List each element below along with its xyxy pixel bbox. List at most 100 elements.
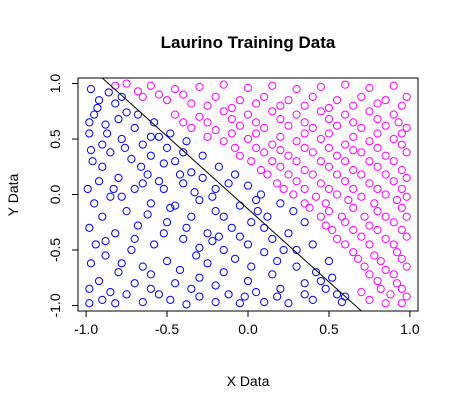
- scatter-point: [276, 146, 285, 155]
- scatter-point: [101, 251, 110, 260]
- scatter-point: [117, 259, 126, 268]
- scatter-point: [260, 248, 269, 257]
- scatter-point: [211, 126, 220, 135]
- scatter-point: [230, 170, 240, 179]
- scatter-point: [150, 240, 159, 249]
- scatter-point: [219, 245, 228, 255]
- scatter-point: [373, 184, 382, 194]
- scatter-point: [357, 192, 366, 201]
- scatter-point: [195, 243, 204, 252]
- scatter-point: [308, 295, 317, 304]
- scatter-point: [381, 299, 390, 308]
- scatter-point: [111, 229, 120, 238]
- scatter-point: [252, 99, 261, 108]
- scatter-point: [159, 184, 168, 194]
- y-axis-label: Y Data: [5, 174, 21, 217]
- scatter-point: [171, 279, 180, 288]
- scatter-point: [316, 157, 325, 166]
- scatter-point: [190, 188, 199, 197]
- scatter-point: [138, 262, 147, 271]
- scatter-point: [381, 212, 390, 221]
- scatter-point: [273, 256, 282, 266]
- scatter-point: [195, 292, 204, 301]
- scatter-point: [321, 284, 330, 293]
- scatter-point: [373, 225, 382, 235]
- scatter-point: [235, 232, 244, 241]
- scatter-point: [122, 79, 131, 88]
- scatter-point: [402, 212, 411, 221]
- scatter-point: [98, 212, 107, 221]
- scatter-point: [247, 262, 256, 271]
- scatter-point: [311, 268, 321, 277]
- scatter-point: [284, 229, 293, 238]
- scatter-point: [208, 192, 217, 201]
- scatter-point: [365, 107, 374, 116]
- scatter-point: [268, 107, 277, 116]
- scatter-point: [227, 114, 236, 124]
- scatter-point: [162, 143, 172, 152]
- scatter-point: [230, 143, 240, 152]
- y-tick-label: 1.0: [47, 74, 63, 94]
- scatter-point: [138, 92, 147, 101]
- scatter-point: [260, 298, 269, 307]
- scatter-point: [146, 151, 155, 160]
- scatter-point: [292, 177, 301, 186]
- scatter-point: [284, 96, 293, 105]
- scatter-point: [114, 114, 123, 124]
- scatter-point: [263, 170, 272, 179]
- scatter-point: [349, 225, 358, 235]
- scatter-point: [370, 199, 379, 208]
- scatter-point: [260, 92, 269, 101]
- scatter-point: [171, 201, 180, 210]
- scatter-point: [154, 290, 164, 299]
- scatter-point: [208, 237, 217, 246]
- scatter-point: [243, 181, 253, 190]
- scatter-point: [276, 199, 285, 208]
- scatter-point: [397, 101, 406, 110]
- scatter-point: [187, 212, 196, 221]
- scatter-point: [332, 121, 342, 130]
- scatter-point: [166, 295, 175, 304]
- scatter-point: [284, 151, 293, 160]
- scatter-point: [91, 240, 100, 249]
- scatter-point: [101, 237, 110, 246]
- scatter-point: [357, 148, 366, 157]
- scatter-point: [133, 110, 142, 119]
- scatter-point: [146, 132, 155, 141]
- scatter-point: [138, 179, 147, 188]
- scatter-point: [305, 203, 314, 212]
- scatter-point: [175, 170, 185, 179]
- scatter-point: [289, 207, 298, 216]
- scatter-point: [98, 162, 107, 171]
- scatter-point: [381, 234, 390, 243]
- scatter-point: [150, 118, 159, 127]
- scatter-point: [389, 81, 398, 90]
- scatter-point: [127, 245, 136, 255]
- scatter-point: [332, 290, 342, 299]
- scatter-point: [182, 137, 191, 146]
- scatter-point: [106, 288, 115, 297]
- scatter-point: [324, 129, 334, 138]
- scatter-point: [381, 170, 390, 179]
- scatter-point: [104, 88, 113, 97]
- x-axis-label: X Data: [227, 373, 270, 389]
- scatter-point: [122, 290, 131, 299]
- scatter-point: [130, 279, 139, 288]
- scatter-point: [171, 85, 180, 94]
- scatter-point: [268, 140, 277, 149]
- scatter-point: [389, 218, 398, 227]
- x-tick-label: -0.5: [155, 321, 179, 337]
- scatter-point: [324, 162, 334, 171]
- scatter-point: [357, 288, 366, 297]
- scatter-point: [224, 290, 233, 299]
- scatter-point: [219, 212, 228, 221]
- scatter-point: [300, 279, 309, 288]
- scatter-point: [154, 177, 164, 186]
- scatter-point: [111, 99, 120, 108]
- scatter-point: [394, 118, 403, 127]
- scatter-point: [154, 132, 164, 141]
- scatter-point: [321, 221, 330, 230]
- scatter-point: [292, 110, 301, 119]
- scatter-point: [373, 162, 382, 171]
- scatter-point: [316, 179, 325, 188]
